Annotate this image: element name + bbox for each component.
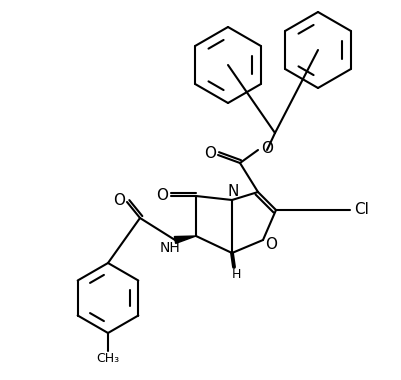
- Text: Cl: Cl: [354, 203, 369, 217]
- Text: O: O: [264, 238, 276, 252]
- Text: CH₃: CH₃: [96, 353, 119, 366]
- Text: H: H: [231, 269, 240, 282]
- Text: O: O: [113, 193, 125, 209]
- Polygon shape: [174, 236, 196, 244]
- Text: N: N: [227, 185, 238, 200]
- Text: NH: NH: [159, 241, 180, 255]
- Text: O: O: [156, 188, 168, 204]
- Text: O: O: [260, 141, 272, 157]
- Text: O: O: [203, 147, 215, 162]
